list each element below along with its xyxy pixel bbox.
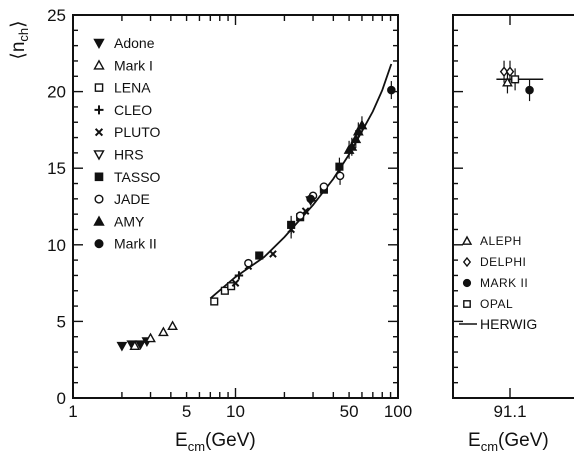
data-point — [145, 332, 156, 343]
right-data-points — [499, 60, 534, 102]
right-x-axis-label: Ecm(GeV) — [468, 430, 549, 454]
legend-label: OPAL — [480, 297, 513, 311]
legend-label: HRS — [114, 147, 144, 163]
data-point — [525, 85, 534, 95]
data-point — [220, 286, 229, 295]
legend-label: JADE — [114, 191, 150, 207]
y-tick-label: 10 — [47, 236, 66, 255]
legend-marker — [93, 215, 105, 226]
data-point — [231, 279, 240, 287]
legend-marker — [94, 105, 104, 115]
legend-label: MARK II — [480, 276, 528, 290]
right-plot-panel: 91.1 ALEPH DELPHI MARK II OPAL HERWIG Ecm(Ge… — [452, 14, 574, 454]
data-point — [387, 85, 396, 95]
data-point — [210, 297, 219, 306]
legend-marker — [463, 300, 471, 308]
y-tick-label: 0 — [57, 389, 66, 408]
x-tick-label: 5 — [182, 402, 191, 421]
legend-label: DELPHI — [480, 255, 526, 269]
left-legend: Adone Mark I LENA CLEO PLUTO HRS TASSO JADE AMY M… — [93, 35, 161, 252]
data-point — [346, 141, 358, 151]
data-point — [335, 171, 345, 181]
legend-marker — [93, 59, 105, 70]
legend-label: PLUTO — [114, 124, 161, 140]
data-point — [505, 66, 515, 78]
x-tick-label: 50 — [340, 402, 359, 421]
data-point — [269, 250, 277, 258]
data-point — [287, 220, 296, 229]
x-tick-label: 10 — [226, 402, 245, 421]
y-tick-label: 25 — [47, 6, 66, 25]
x-label-sub: cm — [188, 439, 205, 454]
x-label-sub: cm — [481, 439, 498, 454]
data-point — [234, 271, 244, 280]
left-data-points — [116, 81, 396, 352]
legend-marker — [94, 128, 104, 137]
legend-label: Mark II — [114, 236, 157, 252]
right-plot-frame — [452, 14, 574, 399]
data-point — [319, 182, 329, 191]
legend-label: HERWIG — [480, 316, 537, 332]
left-fit-curve — [209, 63, 393, 300]
data-point — [135, 340, 146, 351]
y-tick-label: 20 — [47, 83, 66, 102]
legend-marker — [461, 235, 473, 245]
y-label-sub: ch — [16, 28, 31, 42]
x-label-unit: (GeV) — [498, 430, 549, 451]
x-label-main: E — [468, 430, 481, 451]
data-point — [158, 326, 169, 337]
x-label-main: E — [175, 430, 188, 451]
data-point — [116, 341, 128, 352]
data-point — [306, 194, 315, 204]
data-point — [499, 66, 509, 78]
y-label-close: ⟩ — [8, 20, 29, 27]
left-x-axis-label: Ecm(GeV) — [175, 430, 256, 454]
legend-marker — [462, 278, 472, 288]
data-point — [244, 258, 253, 268]
data-point — [295, 211, 305, 220]
data-point — [352, 125, 364, 136]
legend-marker — [462, 256, 472, 268]
legend-label: Mark I — [114, 57, 153, 73]
data-point — [227, 282, 236, 291]
data-point — [129, 340, 141, 350]
legend-label: TASSO — [114, 169, 161, 185]
legend-marker — [94, 194, 104, 204]
legend-marker — [93, 38, 105, 49]
legend-label: LENA — [114, 80, 151, 96]
x-tick-label: 100 — [384, 402, 412, 421]
legend-label: ALEPH — [480, 234, 522, 248]
x-tick-label: 91.1 — [493, 402, 526, 421]
x-label-unit: (GeV) — [205, 430, 256, 451]
x-tick-label: 1 — [68, 402, 77, 421]
legend-marker — [94, 83, 104, 92]
y-label-main: ⟨n — [8, 42, 29, 60]
data-point — [167, 320, 178, 331]
y-tick-label: 5 — [57, 312, 66, 331]
legend-label: Adone — [114, 35, 155, 51]
right-axis-ticks: 91.1 — [453, 14, 527, 421]
y-tick-label: 15 — [47, 159, 66, 178]
data-point — [335, 162, 344, 171]
legend-marker — [93, 150, 105, 161]
data-point — [511, 75, 520, 84]
right-legend: ALEPH DELPHI MARK II OPAL HERWIG — [459, 234, 537, 332]
data-point — [255, 251, 264, 260]
legend-label: CLEO — [114, 102, 152, 118]
data-point — [356, 119, 368, 130]
legend-label: AMY — [114, 213, 145, 229]
left-y-axis-label: ⟨nch⟩ — [8, 20, 31, 59]
legend-marker — [94, 239, 104, 249]
legend-marker — [94, 172, 104, 182]
